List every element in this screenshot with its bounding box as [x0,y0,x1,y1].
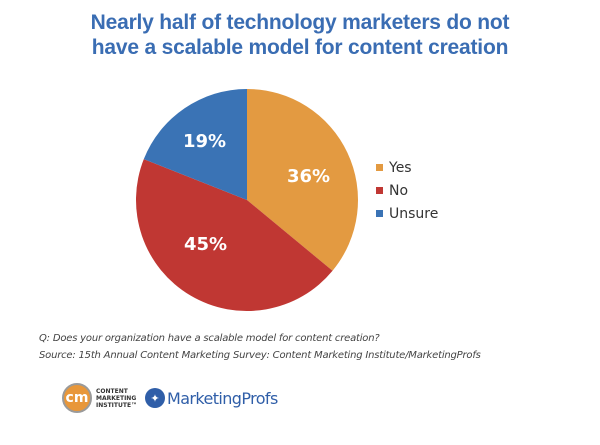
cmi-logo-text: CONTENT MARKETING INSTITUTE™ [96,388,137,409]
slice-no [135,159,333,312]
cmi-line-2: MARKETING [96,394,137,402]
marketingprofs-name: MarketingProfs [167,388,278,408]
legend: Yes No Unsure [376,156,438,225]
chart-title: Nearly half of technology marketers do n… [0,10,600,60]
slice-label-no: 45% [184,234,228,255]
legend-label: Yes [389,159,412,176]
legend-label: No [389,182,409,199]
legend-swatch-yes [376,164,383,171]
marketingprofs-logo: ✦ MarketingProfs [145,388,278,408]
slice-yes [247,89,359,271]
cmi-line-3: INSTITUTE™ [96,401,138,409]
title-line-2: have a scalable model for content creati… [91,36,509,59]
cmi-logo: cm CONTENT MARKETING INSTITUTE™ [62,383,137,413]
legend-label: Unsure [389,205,439,222]
slice-label-unsure: 19% [183,131,227,152]
legend-item-no: No [376,179,438,202]
cmi-line-1: CONTENT [96,387,128,395]
legend-item-yes: Yes [376,156,438,179]
legend-swatch-unsure [376,210,383,217]
source-note: Source: 15th Annual Content Marketing Su… [39,350,481,361]
legend-swatch-no [376,187,383,194]
cmi-logo-mark: cm [62,383,92,413]
title-line-1: Nearly half of technology marketers do n… [90,11,510,34]
bird-globe-icon: ✦ [145,388,165,408]
slice-label-yes: 36% [287,166,331,187]
slice-unsure [143,89,247,200]
question-note: Q: Does your organization have a scalabl… [39,333,380,344]
legend-item-unsure: Unsure [376,202,438,225]
